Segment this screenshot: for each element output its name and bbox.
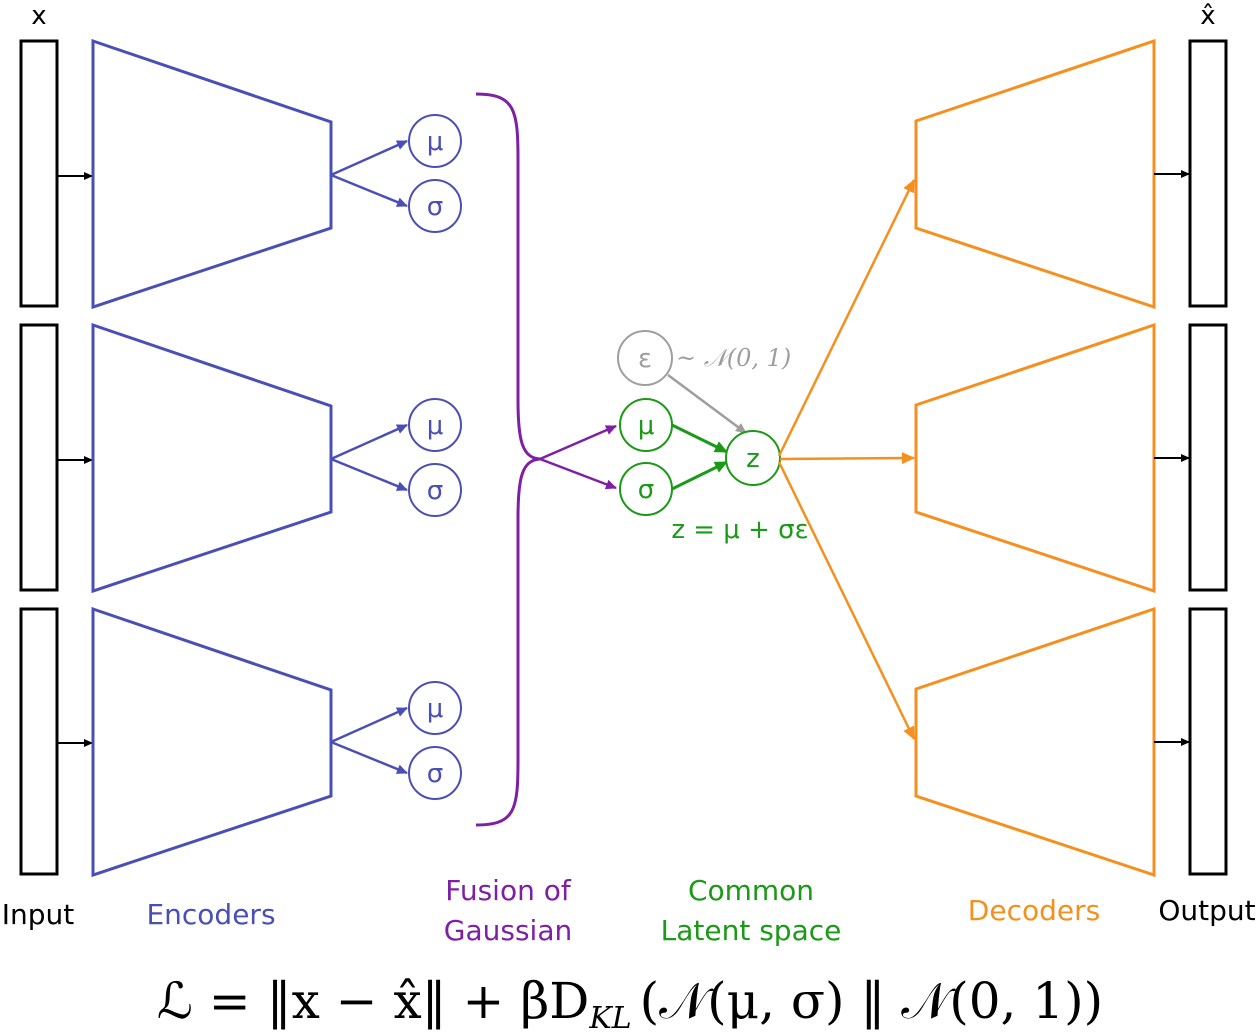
encoder-sigma-symbol: σ <box>427 759 443 789</box>
encoder-trapezoid <box>91 606 333 878</box>
decoder-trapezoid <box>914 38 1156 310</box>
input-label: Input <box>2 898 75 931</box>
output-vector <box>1188 39 1228 308</box>
input-vector <box>19 607 59 876</box>
encoder-mu-node <box>408 681 462 735</box>
encoder-sigma-symbol: σ <box>427 476 443 506</box>
input-vector <box>19 323 59 592</box>
encoder-mu-node <box>408 114 462 168</box>
loss-equation: ℒ = ‖x − x̂‖ + βDKL (𝒩(μ, σ) ‖ 𝒩(0, 1)) <box>157 972 1103 1033</box>
fusion-label-line2: Gaussian <box>444 914 572 947</box>
epsilon-to-z-arrow <box>667 373 747 435</box>
encoder-trapezoid <box>91 38 333 310</box>
latent-sigma-symbol: σ <box>638 475 654 505</box>
fusion-brace <box>475 92 541 827</box>
output-vector <box>1188 323 1228 592</box>
encoder-mu-symbol: μ <box>427 411 444 441</box>
fusion-to-sigma-arrow <box>539 457 617 490</box>
mu-to-z-arrow <box>671 423 728 454</box>
pipeline-row-1: μ σ <box>19 38 1228 310</box>
encoder-mu-symbol: μ <box>427 694 444 724</box>
z-symbol: z <box>746 444 760 474</box>
latent-label-line2: Latent space <box>661 914 842 947</box>
fusion-label-line1: Fusion of <box>445 874 572 907</box>
output-label: Output <box>1158 894 1255 927</box>
decoder-trapezoid <box>914 322 1156 594</box>
epsilon-node <box>617 330 673 386</box>
z-to-decoder-3-arrow <box>777 461 916 740</box>
loss-main: ℒ = ‖x − x̂‖ + βD <box>157 972 589 1030</box>
z-to-decoder-2-arrow <box>779 452 915 465</box>
loss-subscript: KL <box>588 1001 631 1033</box>
encoder-to-mu-arrow <box>330 139 408 177</box>
sigma-to-z-arrow <box>671 460 728 491</box>
encoder-to-sigma-arrow <box>330 740 408 775</box>
input-vector <box>19 39 59 308</box>
encoder-sigma-node <box>408 463 462 517</box>
output-vector <box>1188 607 1228 876</box>
input-x-label: x <box>31 1 46 31</box>
decoders-label: Decoders <box>968 894 1100 927</box>
latent-mu-symbol: μ <box>638 411 655 441</box>
epsilon-symbol: ε <box>638 344 652 374</box>
encoder-trapezoid <box>91 322 333 594</box>
decoder-trapezoid <box>914 606 1156 878</box>
encoder-sigma-node <box>408 746 462 800</box>
encoder-to-mu-arrow <box>330 706 408 744</box>
fusion-to-mu-arrow <box>539 424 617 461</box>
output-xhat-label: x̂ <box>1200 1 1215 31</box>
encoder-to-sigma-arrow <box>330 457 408 492</box>
epsilon-prior-label: ~ 𝒩(0, 1) <box>676 344 791 372</box>
pipeline-row-3: μ σ <box>19 606 1228 878</box>
encoder-to-sigma-arrow <box>330 173 408 208</box>
encoder-sigma-node <box>408 179 462 233</box>
latent-label-line1: Common <box>688 874 814 907</box>
encoder-mu-symbol: μ <box>427 127 444 157</box>
z-to-decoder-1-arrow <box>777 179 916 457</box>
encoder-to-mu-arrow <box>330 423 408 461</box>
encoder-mu-node <box>408 398 462 452</box>
reparam-equation: z = μ + σε <box>671 515 808 545</box>
loss-tail: (𝒩(μ, σ) ‖ 𝒩(0, 1)) <box>640 972 1103 1030</box>
pipeline-row-2: μ σ <box>19 322 1228 594</box>
encoders-label: Encoders <box>146 898 275 931</box>
encoder-sigma-symbol: σ <box>427 192 443 222</box>
